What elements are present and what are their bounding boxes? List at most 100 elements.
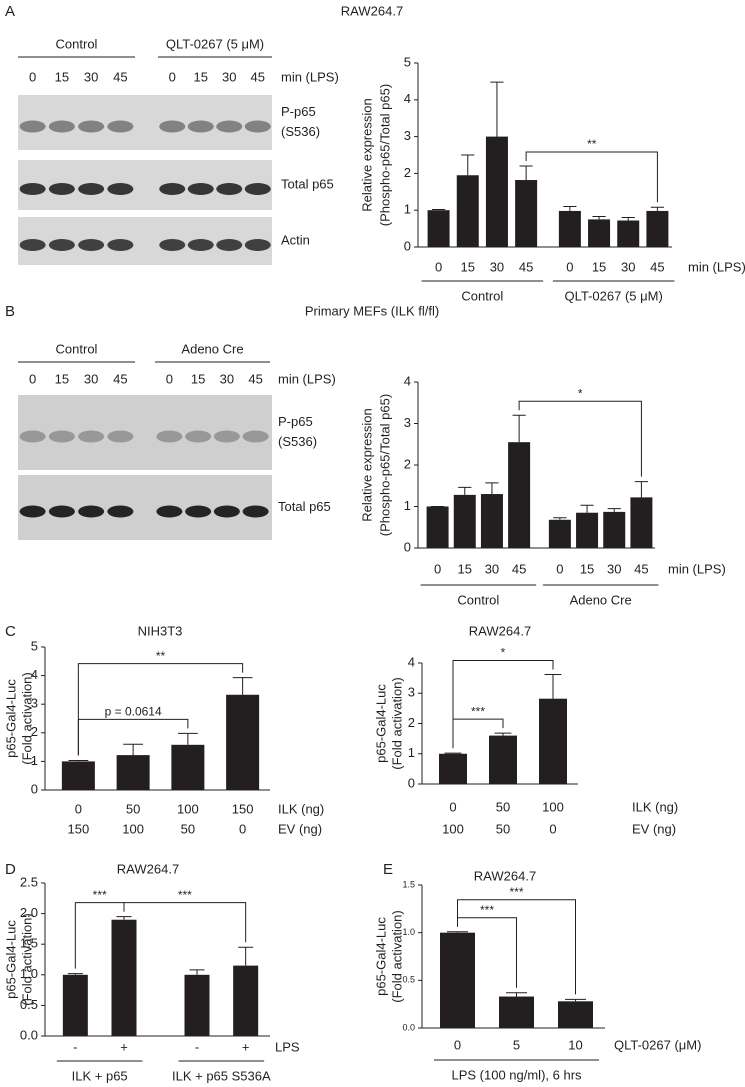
x-tick-label: 50 — [181, 821, 195, 836]
blot-band — [78, 239, 105, 251]
y-tick-label: 0.5 — [20, 997, 38, 1012]
x-tick-label: 0 — [435, 259, 442, 274]
x-tick-label: 45 — [650, 259, 664, 274]
blot-band — [213, 505, 240, 518]
lane-axis-label: min (LPS) — [278, 371, 336, 386]
error-bar — [592, 215, 606, 220]
y-axis-label: (Fold activation) — [389, 677, 404, 769]
blot-group-label: Adeno Cre — [181, 341, 243, 356]
y-axis-label: p65-Gal4-Luc — [3, 679, 18, 758]
blot-row-label: (S536) — [281, 124, 320, 139]
bar — [62, 974, 88, 1036]
blot-band — [244, 120, 271, 133]
blot-band — [107, 505, 134, 518]
significance-label: *** — [178, 888, 192, 902]
x-axis-label: EV (ng) — [632, 821, 676, 836]
y-tick-label: 0.0 — [402, 1022, 415, 1032]
y-tick-label: 4 — [404, 373, 411, 388]
significance-label: ** — [587, 137, 597, 151]
x-tick-label: + — [242, 1039, 250, 1054]
lane-label: 0 — [29, 69, 36, 84]
blot-band — [19, 430, 46, 443]
y-tick-label: 2.0 — [20, 905, 38, 920]
blot-band — [48, 183, 75, 195]
blot-group-label: Control — [56, 36, 98, 51]
y-tick-label: 2.5 — [20, 874, 38, 889]
y-axis-label: (Fold activation) — [389, 910, 404, 1002]
blot-image — [18, 95, 272, 150]
error-bar — [485, 482, 499, 495]
lane-label: 45 — [248, 371, 262, 386]
error-bar — [68, 760, 89, 762]
blot-band — [244, 183, 271, 195]
error-bar — [431, 208, 446, 211]
blot-band — [187, 120, 214, 133]
bar — [576, 512, 599, 548]
lane-label: 45 — [113, 69, 127, 84]
bar — [603, 511, 626, 548]
x-axis-label: EV (ng) — [278, 821, 322, 836]
blot-band — [78, 120, 105, 133]
bar — [558, 210, 581, 247]
error-bar — [232, 677, 253, 695]
x-tick-label: 15 — [461, 259, 475, 274]
error-bar — [519, 165, 533, 181]
x-tick-label: 0 — [566, 259, 573, 274]
bar — [630, 497, 653, 548]
bar — [558, 1001, 593, 1028]
y-tick-label: 0 — [404, 539, 411, 554]
blot-band — [78, 505, 105, 518]
x-tick-label: 0 — [454, 1037, 461, 1052]
y-tick-label: 4 — [408, 654, 415, 669]
bar — [456, 175, 479, 247]
chart-title: RAW264.7 — [469, 623, 531, 638]
blot-group-label: Control — [56, 341, 98, 356]
x-tick-label: 50 — [126, 801, 140, 816]
bar — [116, 755, 150, 790]
error-bar — [490, 81, 504, 137]
y-axis-label: Relative expression — [359, 98, 374, 211]
error-bar — [553, 517, 567, 520]
lane-label: 15 — [55, 69, 69, 84]
y-axis-label: (Fold activation) — [19, 672, 34, 764]
x-tick-label: 0 — [549, 821, 556, 836]
blot-band — [242, 505, 269, 518]
panel-letter: A — [5, 3, 15, 20]
y-axis-label: p65-Gal4-Luc — [373, 917, 388, 996]
bar — [171, 744, 205, 790]
y-axis-label: Relative expression — [359, 408, 374, 521]
error-bar — [634, 481, 649, 498]
bar — [426, 506, 449, 548]
blot-band — [187, 183, 214, 195]
x-tick-label: 5 — [513, 1037, 520, 1052]
y-tick-label: 2 — [408, 715, 415, 730]
error-bar — [461, 154, 475, 176]
blot-band — [213, 430, 240, 443]
blot-band — [19, 505, 46, 518]
error-bar — [650, 206, 665, 211]
blot-row-label: Total p65 — [281, 176, 334, 191]
lane-label: 0 — [169, 69, 176, 84]
y-tick-label: 1 — [404, 498, 411, 513]
blot-band — [48, 505, 75, 518]
blot-band — [159, 239, 186, 251]
blot-band — [19, 120, 46, 133]
y-tick-label: 3 — [408, 685, 415, 700]
bar — [226, 694, 260, 790]
error-bar — [444, 752, 462, 754]
panel-title: RAW264.7 — [341, 3, 403, 18]
significance-bracket — [518, 400, 642, 477]
x-tick-label: 45 — [634, 561, 648, 576]
blot-band — [48, 120, 75, 133]
blot-row-label: Total p65 — [278, 499, 331, 514]
y-tick-label: 0.5 — [402, 975, 415, 985]
error-bar — [67, 973, 83, 975]
y-axis-label: p65-Gal4-Luc — [373, 684, 388, 763]
bar — [588, 219, 611, 247]
error-bar — [544, 673, 562, 699]
y-tick-label: 3 — [404, 415, 411, 430]
panel-letter: B — [5, 303, 15, 320]
chart-title: RAW264.7 — [117, 861, 179, 876]
x-tick-label: 15 — [592, 259, 606, 274]
blot-band — [156, 430, 183, 443]
